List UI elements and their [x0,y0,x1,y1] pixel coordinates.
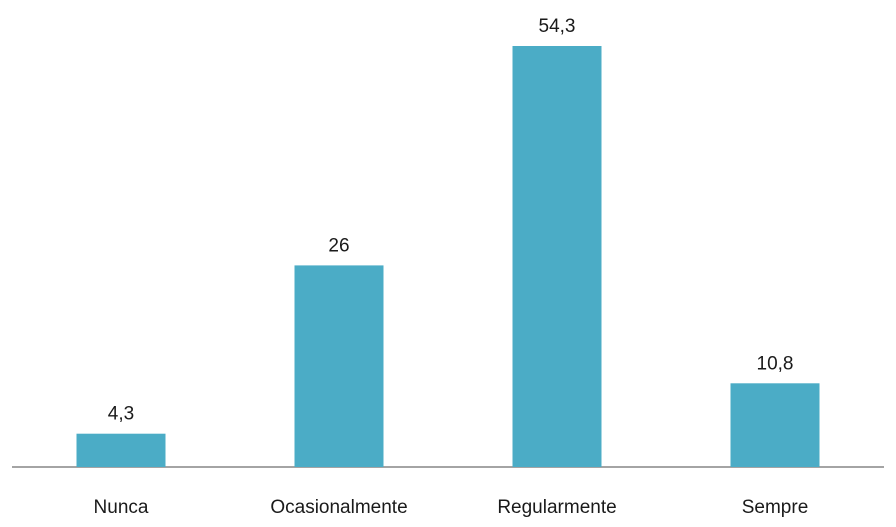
data-label-ocasionalmente: 26 [328,235,349,256]
category-label-nunca: Nunca [94,497,149,518]
bar-regularmente [512,46,602,467]
bars-group [76,46,820,467]
data-label-sempre: 10,8 [757,353,794,374]
category-labels-group: Nunca Ocasionalmente Regularmente Sempre [94,497,809,518]
category-label-ocasionalmente: Ocasionalmente [270,497,407,518]
data-label-nunca: 4,3 [108,404,134,425]
category-label-regularmente: Regularmente [497,497,616,518]
data-labels-group: 4,3 26 54,3 10,8 [108,16,794,425]
category-label-sempre: Sempre [742,497,809,518]
bar-sempre [730,383,820,467]
bar-ocasionalmente [294,265,384,467]
data-label-regularmente: 54,3 [539,16,576,37]
bar-nunca [76,433,166,467]
